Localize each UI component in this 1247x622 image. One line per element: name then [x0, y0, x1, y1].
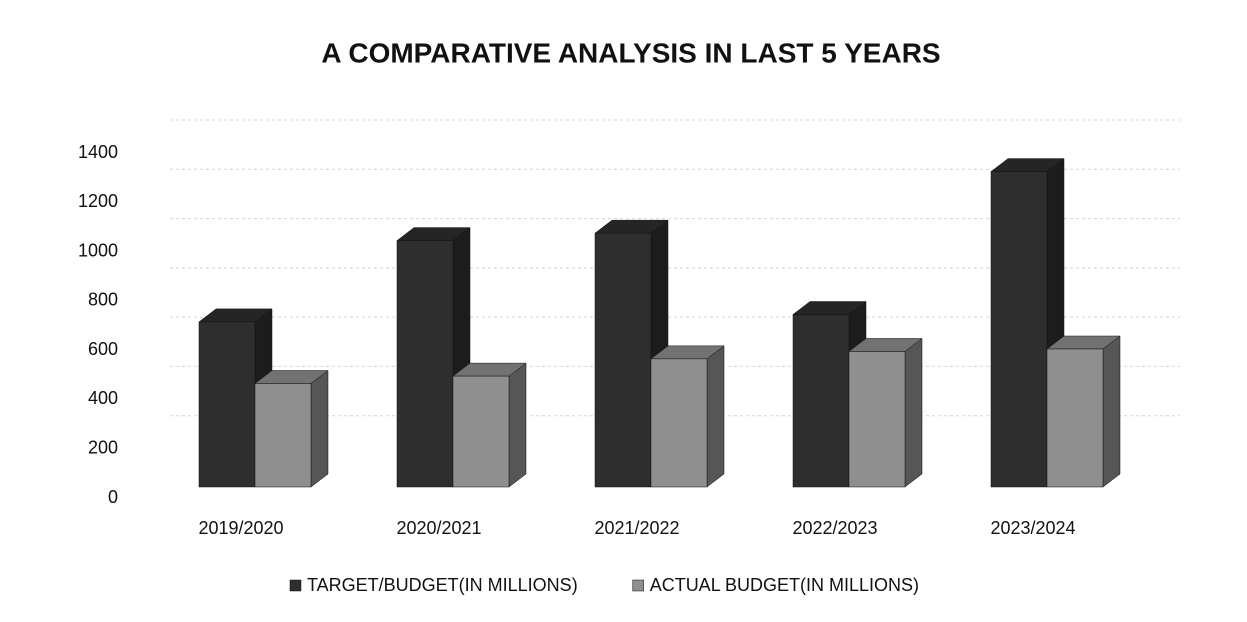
- legend-swatch: [632, 579, 644, 592]
- chart-title: A COMPARATIVE ANALYSIS IN LAST 5 YEARS: [321, 37, 940, 68]
- y-tick-label: 600: [88, 339, 118, 359]
- legend-label: TARGET/BUDGET(IN MILLIONS): [307, 575, 578, 595]
- bar: [650, 358, 708, 488]
- x-tick-label: 2022/2023: [792, 518, 877, 538]
- bar-side: [904, 337, 923, 488]
- bar: [848, 351, 906, 488]
- bar-side: [508, 362, 527, 488]
- x-tick-label: 2021/2022: [594, 518, 679, 538]
- bar-side: [310, 369, 329, 488]
- bar: [594, 232, 652, 488]
- y-tick-label: 800: [88, 290, 118, 310]
- bar: [198, 321, 256, 488]
- bar: [1046, 348, 1104, 488]
- y-tick-label: 1000: [78, 240, 118, 260]
- y-tick-label: 1200: [78, 191, 118, 211]
- bar: [792, 314, 850, 488]
- bar: [452, 375, 510, 488]
- x-tick-label: 2023/2024: [990, 518, 1075, 538]
- x-tick-label: 2019/2020: [198, 518, 283, 538]
- y-tick-label: 400: [88, 388, 118, 408]
- y-tick-label: 1400: [78, 142, 118, 162]
- bar: [254, 383, 312, 488]
- bar-side: [706, 345, 725, 488]
- legend-label: ACTUAL BUDGET(IN MILLIONS): [650, 575, 919, 595]
- legend-swatch: [289, 579, 302, 592]
- y-tick-label: 0: [108, 487, 118, 507]
- bar-side: [1102, 335, 1121, 488]
- y-tick-label: 200: [88, 437, 118, 457]
- bar: [990, 171, 1048, 488]
- bar: [396, 240, 454, 488]
- x-tick-label: 2020/2021: [396, 518, 481, 538]
